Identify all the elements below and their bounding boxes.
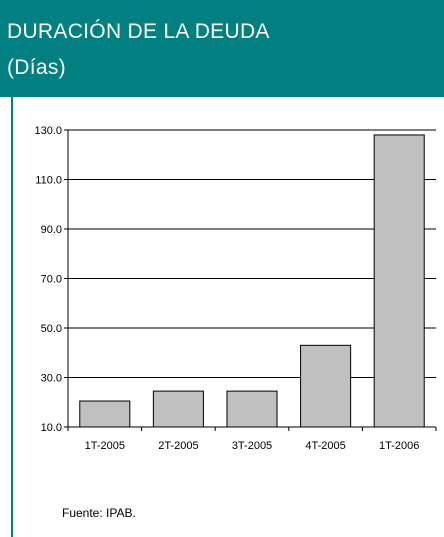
- header-banner: DURACIÓN DE LA DEUDA (Días): [0, 0, 444, 97]
- y-tick-label: 130.0: [34, 125, 62, 137]
- y-tick-label: 70.0: [41, 274, 62, 286]
- y-tick-label: 90.0: [41, 224, 62, 236]
- x-tick-label: 4T-2005: [305, 440, 345, 452]
- y-tick-label: 110.0: [35, 175, 62, 187]
- y-tick-label: 50.0: [41, 323, 62, 335]
- bar: [300, 344, 352, 428]
- chart-title: DURACIÓN DE LA DEUDA: [7, 20, 270, 43]
- panel-left-border: [11, 97, 13, 537]
- y-tick-label: 30.0: [41, 373, 62, 385]
- bars: [79, 134, 425, 428]
- x-tick-label: 3T-2005: [232, 440, 272, 452]
- y-tick-labels: 10.0 30.0 50.0 70.0 90.0 110.0 130.0: [34, 125, 62, 434]
- bar: [226, 390, 278, 428]
- x-tick-labels: 1T-2005 2T-2005 3T-2005 4T-2005 1T-2006: [85, 440, 420, 452]
- chart-subtitle: (Días): [7, 56, 66, 79]
- bar: [373, 134, 425, 428]
- x-tick-label: 2T-2005: [158, 440, 198, 452]
- y-tick-label: 10.0: [41, 422, 62, 434]
- bar: [79, 400, 131, 428]
- x-tick-label: 1T-2005: [85, 440, 125, 452]
- bar: [152, 390, 204, 428]
- x-tick-label: 1T-2006: [379, 440, 419, 452]
- source-note: Fuente: IPAB.: [62, 506, 136, 520]
- axes: [64, 129, 437, 431]
